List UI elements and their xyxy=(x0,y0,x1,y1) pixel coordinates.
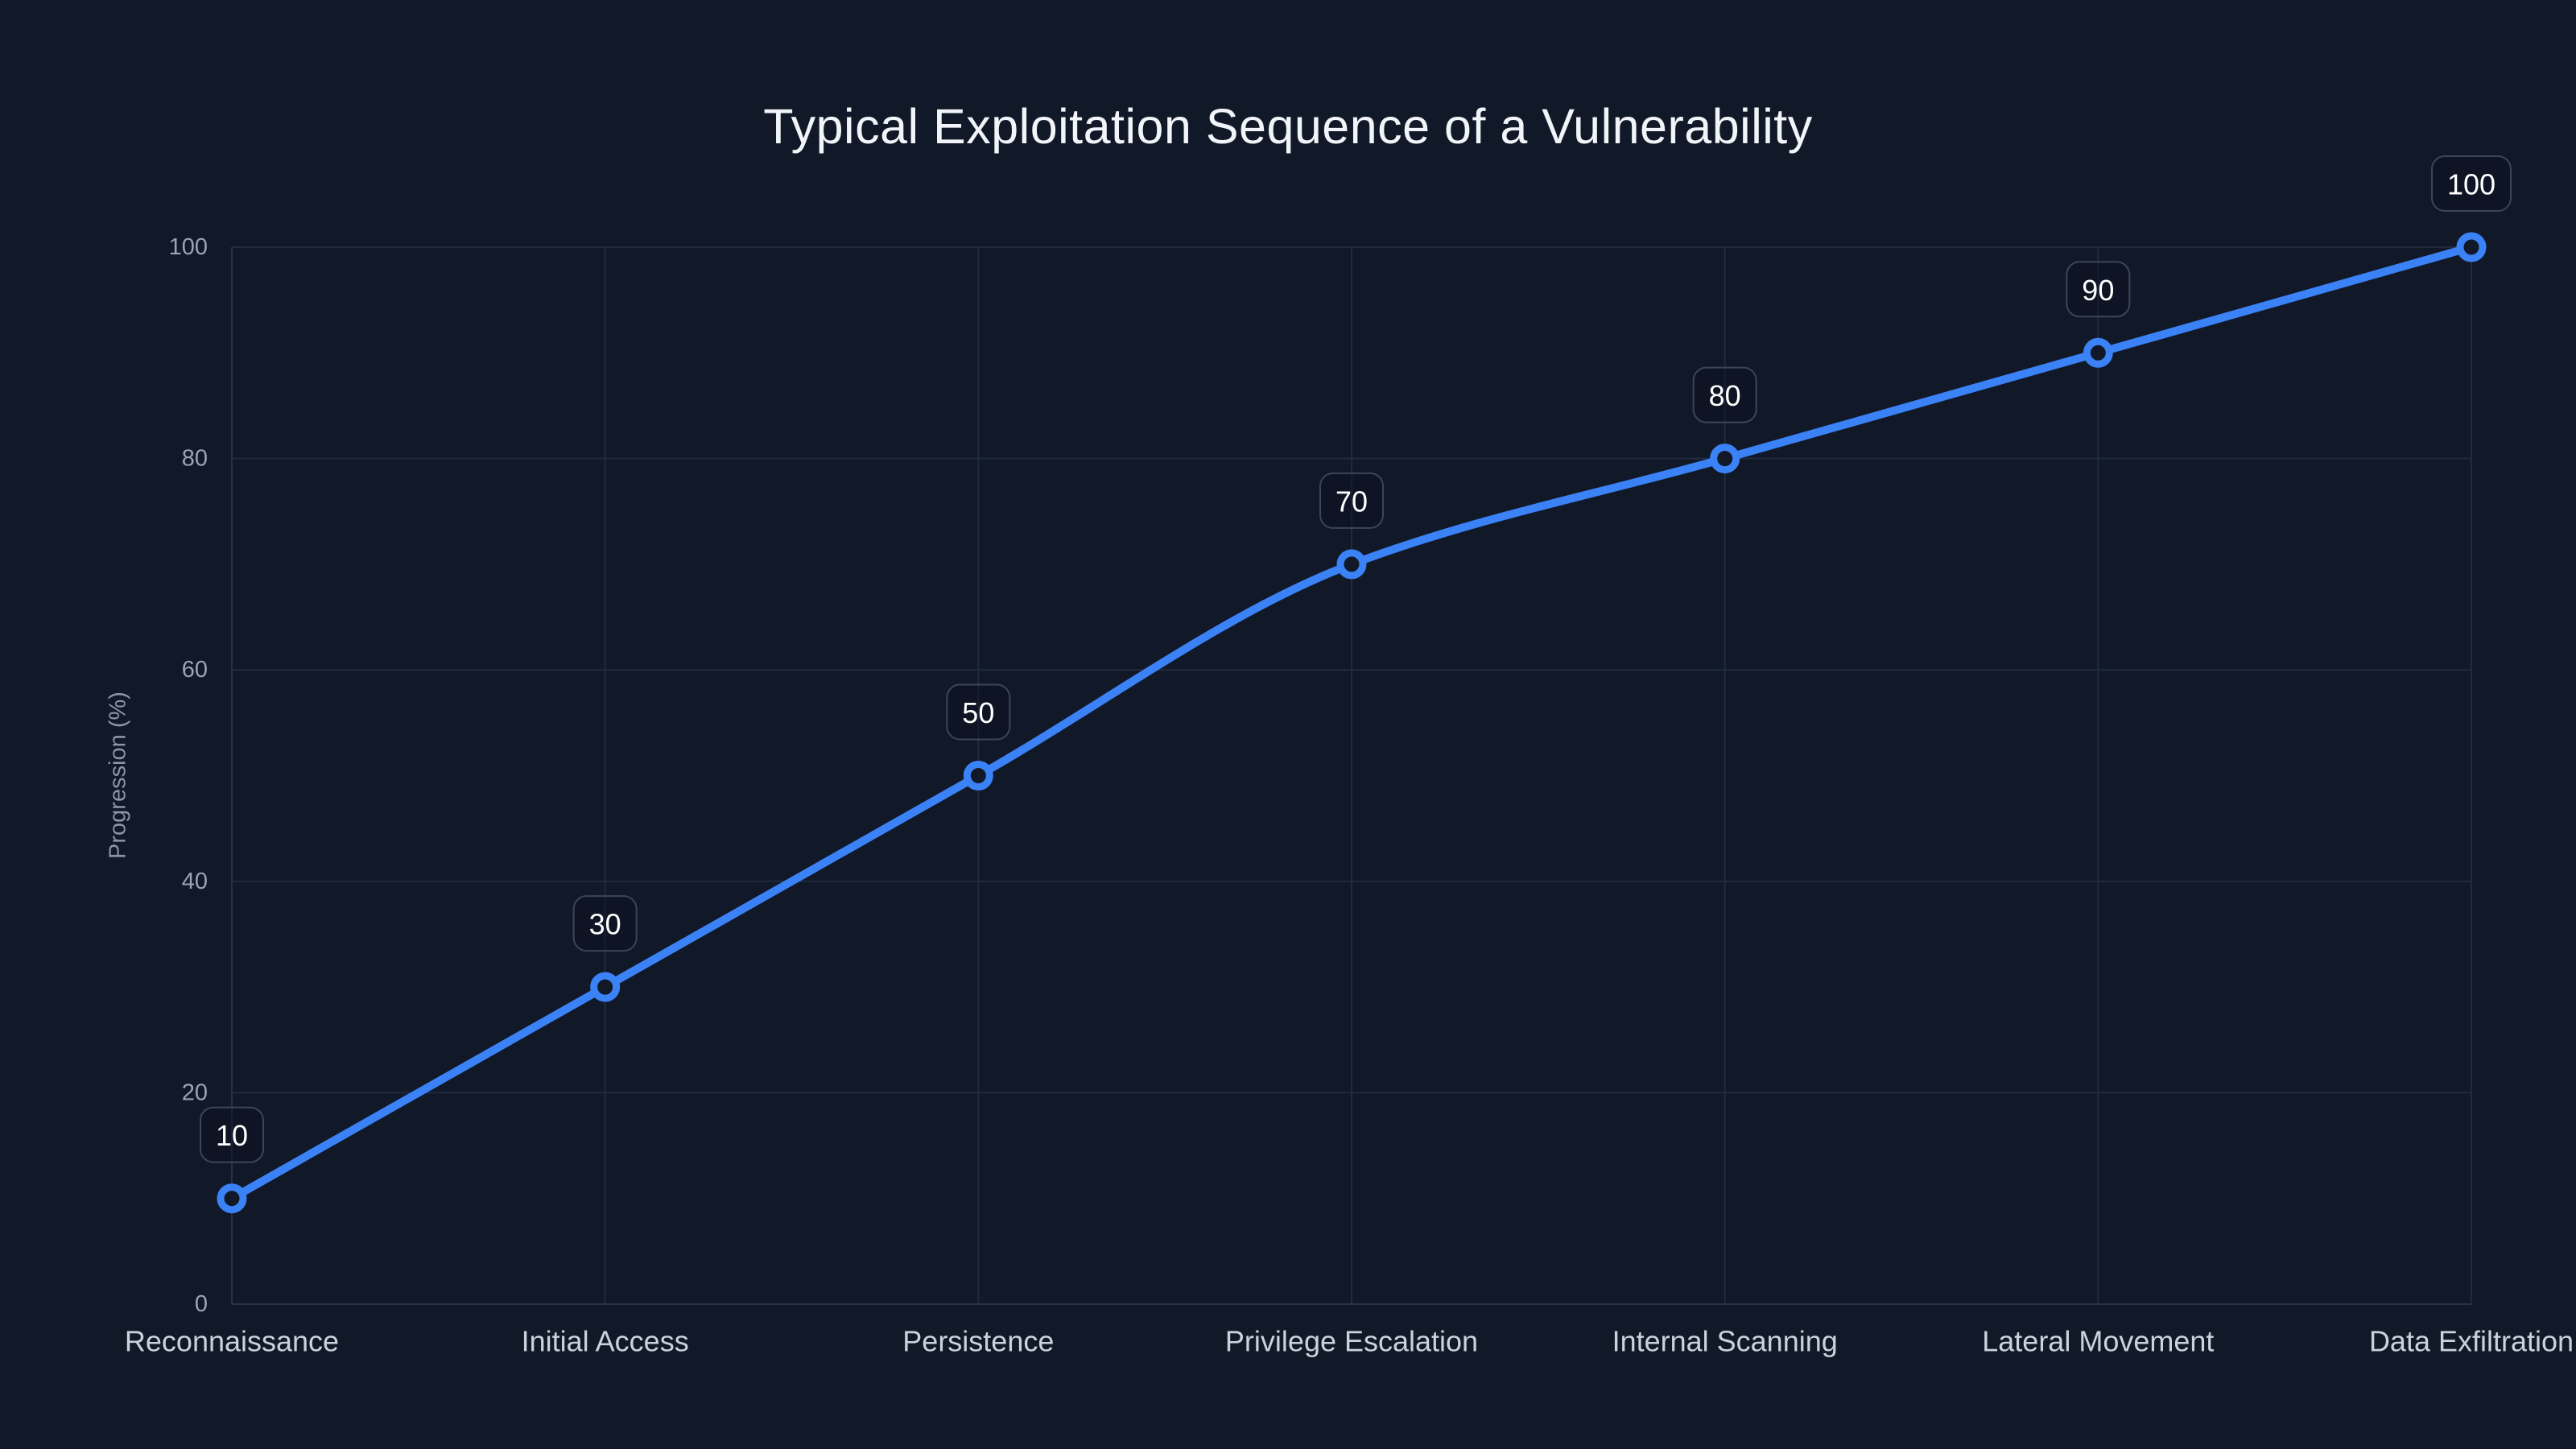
data-point[interactable] xyxy=(2083,337,2113,368)
data-point[interactable] xyxy=(2456,232,2487,262)
x-tick-label: Lateral Movement xyxy=(1982,1324,2214,1357)
point-label-box xyxy=(2066,261,2131,318)
chart-title: Typical Exploitation Sequence of a Vulne… xyxy=(763,99,1813,154)
data-point[interactable] xyxy=(1710,444,1740,474)
point-label: 10 xyxy=(216,1119,248,1152)
y-tick-label: 0 xyxy=(195,1291,208,1317)
x-tick-label: Data Exfiltration xyxy=(2369,1324,2574,1357)
point-label-box xyxy=(2431,155,2512,212)
x-tick-label: Internal Scanning xyxy=(1612,1324,1838,1357)
point-label-box xyxy=(572,895,638,952)
y-tick-label: 20 xyxy=(182,1080,208,1105)
y-tick-label: 40 xyxy=(182,869,208,894)
y-tick-label: 100 xyxy=(169,234,208,260)
x-tick-label: Reconnaissance xyxy=(125,1324,339,1357)
y-tick-label: 80 xyxy=(182,446,208,472)
point-label-box xyxy=(946,683,1011,741)
point-label: 100 xyxy=(2447,168,2496,201)
y-tick-label: 60 xyxy=(182,657,208,683)
point-label: 80 xyxy=(1709,379,1741,412)
x-tick-label: Initial Access xyxy=(522,1324,689,1357)
data-point[interactable] xyxy=(217,1183,247,1214)
data-point[interactable] xyxy=(590,972,621,1002)
x-tick-label: Privilege Escalation xyxy=(1225,1324,1478,1357)
point-label: 90 xyxy=(2082,274,2114,307)
point-label-box xyxy=(1319,472,1384,529)
data-point[interactable] xyxy=(963,761,993,791)
point-label: 70 xyxy=(1335,485,1368,518)
point-label: 50 xyxy=(962,696,994,729)
point-label: 30 xyxy=(589,908,621,941)
point-label-box xyxy=(200,1106,264,1163)
point-label-box xyxy=(1692,366,1757,423)
x-tick-label: Persistence xyxy=(902,1324,1054,1357)
data-point[interactable] xyxy=(1336,549,1367,580)
